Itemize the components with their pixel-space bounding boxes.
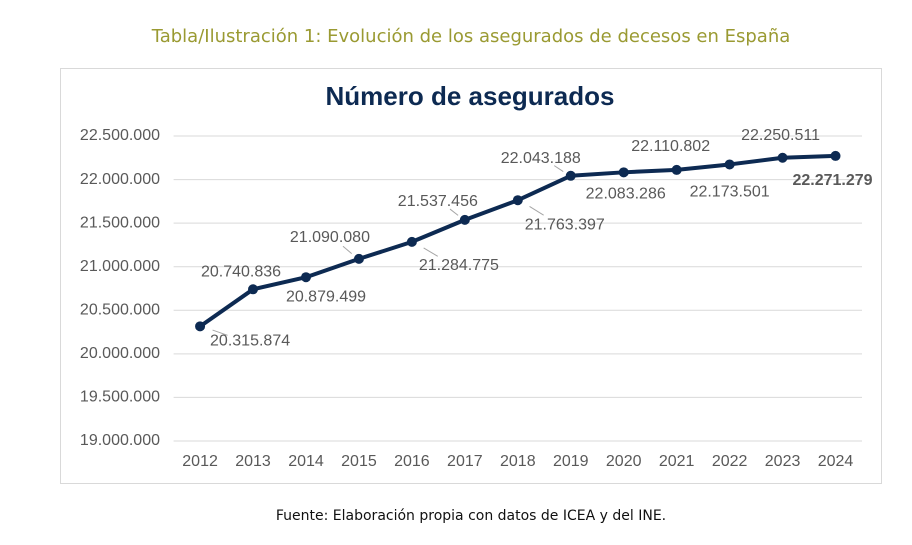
leader-line <box>423 247 438 257</box>
x-tick-label: 2013 <box>235 453 271 470</box>
data-label: 20.740.836 <box>201 264 281 281</box>
x-tick-label: 2012 <box>182 453 218 470</box>
x-tick-label: 2015 <box>341 453 377 470</box>
leader-line <box>212 329 228 336</box>
marker <box>830 150 841 161</box>
x-tick-label: 2022 <box>712 453 748 470</box>
x-tick-label: 2018 <box>500 453 536 470</box>
data-label: 22.043.188 <box>501 150 581 167</box>
marker <box>195 321 206 332</box>
marker <box>512 195 523 206</box>
source: Fuente: Elaboración propia con datos de … <box>276 508 666 524</box>
data-label: 22.250.511 <box>741 127 820 144</box>
y-tick-label: 20.500.000 <box>80 302 160 319</box>
data-label: 20.879.499 <box>286 288 366 305</box>
chart-frame <box>60 68 882 484</box>
leader-line <box>342 245 353 254</box>
data-label: 21.284.775 <box>419 257 499 274</box>
x-tick-label: 2020 <box>606 453 642 470</box>
y-tick-label: 21.500.000 <box>80 214 160 231</box>
marker <box>777 152 788 163</box>
leader-line <box>553 165 564 172</box>
data-label: 20.315.874 <box>210 333 290 350</box>
leader-line <box>529 206 544 216</box>
marker <box>671 164 682 175</box>
data-label: 22.173.501 <box>690 184 770 201</box>
data-label: 21.090.080 <box>290 229 370 246</box>
x-tick-label: 2023 <box>765 453 801 470</box>
chart-title: Número de asegurados <box>326 81 615 111</box>
y-tick-label: 20.000.000 <box>80 345 160 362</box>
marker <box>406 236 417 247</box>
x-tick-label: 2017 <box>447 453 483 470</box>
y-tick-label: 22.000.000 <box>80 171 160 188</box>
y-tick-label: 19.000.000 <box>80 432 160 449</box>
marker <box>353 253 364 264</box>
leader-line <box>449 208 459 216</box>
y-tick-label: 22.500.000 <box>80 127 160 144</box>
data-label: 21.537.456 <box>398 193 478 210</box>
y-tick-label: 21.000.000 <box>80 258 160 275</box>
marker <box>618 167 629 178</box>
marker <box>459 214 470 225</box>
data-label: 22.110.802 <box>631 138 710 155</box>
data-label: 22.083.286 <box>586 186 666 203</box>
marker <box>565 170 576 181</box>
marker <box>724 159 735 170</box>
x-tick-label: 2016 <box>394 453 430 470</box>
x-tick-label: 2019 <box>553 453 589 470</box>
y-tick-label: 19.500.000 <box>80 389 160 406</box>
marker <box>248 284 259 295</box>
x-tick-label: 2014 <box>288 453 324 470</box>
data-label: 21.763.397 <box>525 216 605 233</box>
marker <box>300 272 311 283</box>
x-tick-label: 2021 <box>659 453 695 470</box>
caption: Tabla/Ilustración 1: Evolución de los as… <box>151 26 791 47</box>
x-tick-label: 2024 <box>818 453 854 470</box>
data-label: 22.271.279 <box>792 172 872 189</box>
